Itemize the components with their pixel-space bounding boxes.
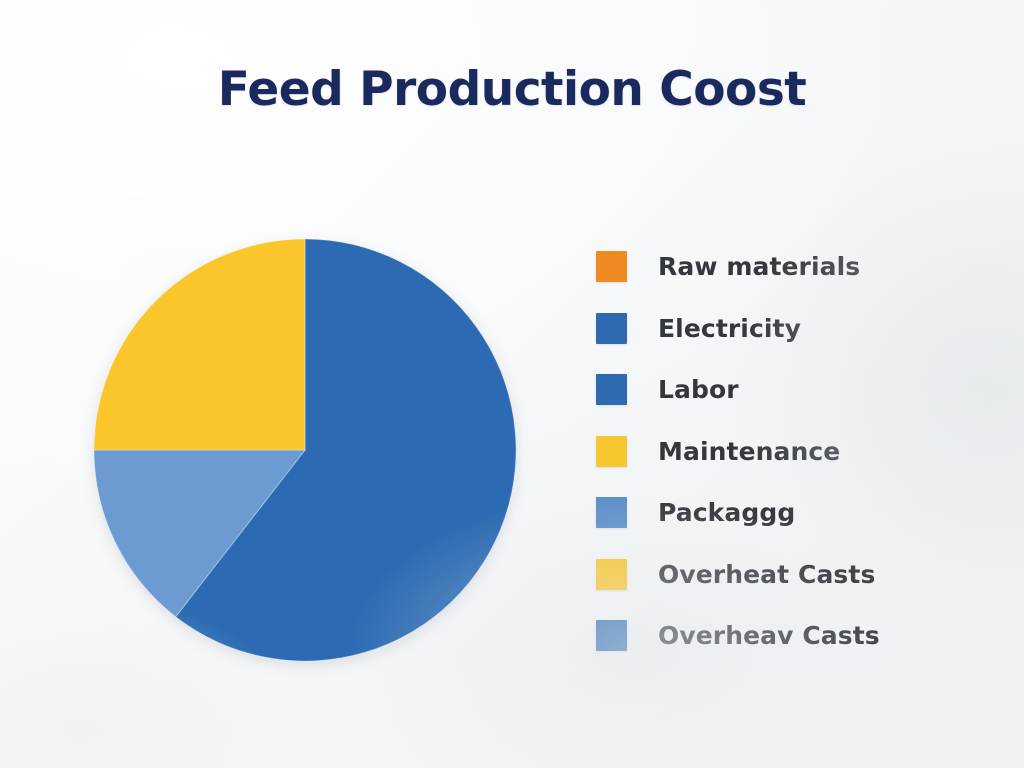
legend-item[interactable]: Overheav Casts [596, 605, 996, 667]
pie-chart [94, 239, 516, 661]
legend-swatch-icon [596, 558, 627, 590]
legend-item-label: Labor [658, 375, 739, 405]
legend-swatch-icon [596, 312, 627, 344]
page-title: Feed Production Coost [217, 62, 807, 117]
legend-item[interactable]: Maintenance [596, 421, 996, 483]
legend-item[interactable]: Labor [596, 359, 996, 421]
legend-item-label: Raw materials [658, 252, 861, 282]
pie-slice[interactable] [94, 239, 306, 451]
legend-item-label: Maintenance [658, 436, 841, 466]
legend-swatch-icon [596, 620, 627, 652]
legend-swatch-icon [596, 435, 627, 467]
pie-slice-group [94, 239, 516, 661]
legend-item-label: Electricity [658, 313, 802, 343]
pie-slice[interactable] [174, 239, 516, 661]
legend-swatch-icon [596, 251, 627, 283]
legend-item-label: Overheav Casts [658, 621, 880, 651]
legend-item-label: Overheat Casts [658, 559, 876, 589]
legend-item[interactable]: Electricity [596, 298, 996, 360]
pie-chart-svg [94, 239, 516, 661]
legend-swatch-icon [596, 497, 627, 529]
legend-swatch-icon [596, 374, 627, 406]
chart-legend: Raw materials Electricity Labor Maintenance… [596, 236, 996, 667]
legend-item[interactable]: Packaggg [596, 482, 996, 544]
legend-item-label: Packaggg [658, 498, 796, 528]
legend-item[interactable]: Raw materials [596, 236, 996, 298]
pie-slice[interactable] [94, 449, 307, 618]
legend-item[interactable]: Overheat Casts [596, 544, 996, 606]
